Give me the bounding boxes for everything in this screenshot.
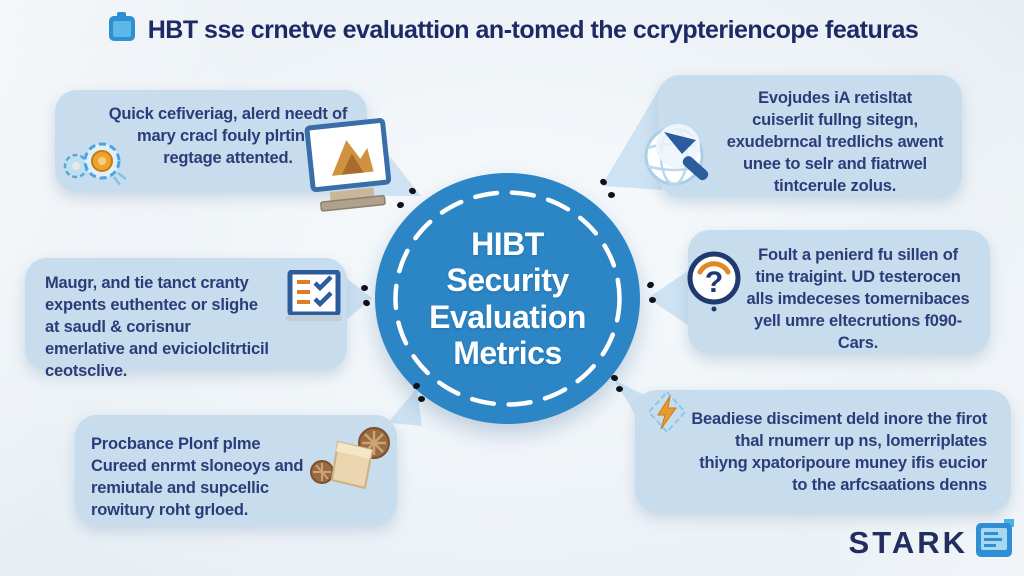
connector-dot: [418, 396, 425, 402]
bubble-text: Beadiese disciment deld inore the firot …: [691, 410, 987, 495]
bubble-text: Quick cefiveriag, alerd needt of mary cr…: [108, 105, 348, 168]
connector-dot: [616, 386, 623, 392]
central-title: HIBT Security Evaluation Metrics: [429, 226, 586, 371]
monitor-picture-icon: [303, 116, 395, 223]
magnifier-globe-icon: [638, 110, 722, 205]
connector-dot: [649, 297, 656, 303]
bubble-text: Maugr, and tie tanct cranty expents euth…: [45, 274, 269, 381]
bubble-top-right: Evojudes iA retisltat cuiserlit fullng s…: [658, 75, 962, 197]
central-title-line: HIBT: [471, 226, 544, 263]
brand-name: STARK: [848, 524, 968, 560]
bubble-text: Foult a penierd fu sillen of tine traigi…: [746, 246, 970, 353]
bubble-text: Procbance Plonf plme Cureed enrmt sloneo…: [91, 435, 304, 520]
header: HBT sse crnetve evaluattion an-tomed the…: [0, 10, 1024, 50]
page-title: HBT sse crnetve evaluattion an-tomed the…: [147, 15, 919, 44]
connector-dot: [608, 192, 615, 198]
dashed-ring: [393, 190, 622, 407]
bubble-middle-right: Foult a penierd fu sillen of tine traigi…: [688, 230, 990, 354]
svg-text:?: ?: [705, 266, 723, 299]
central-title-line: Evaluation: [429, 298, 586, 335]
central-title-line: Security: [446, 262, 569, 299]
brand-logo: STARK: [849, 519, 1016, 566]
stark-device-icon: [974, 519, 1016, 566]
bubble-text: Evojudes iA retisltat cuiserlit fullng s…: [726, 89, 944, 196]
central-title-line: Metrics: [453, 334, 562, 371]
connector-dot: [646, 280, 655, 290]
connector-middle-left: [344, 276, 372, 322]
device-icon: [106, 11, 138, 50]
lightning-icon: [646, 389, 688, 440]
gears-icon: [60, 133, 128, 196]
checklist-icon: [286, 269, 342, 327]
central-circle: HIBT Security Evaluation Metrics: [375, 173, 640, 424]
coins-and-bag-icon: [310, 426, 392, 495]
question-gauge-icon: ?: [686, 250, 742, 321]
bubble-bottom-right: Beadiese disciment deld inore the firot …: [635, 390, 1011, 512]
connector-dot: [361, 285, 368, 291]
